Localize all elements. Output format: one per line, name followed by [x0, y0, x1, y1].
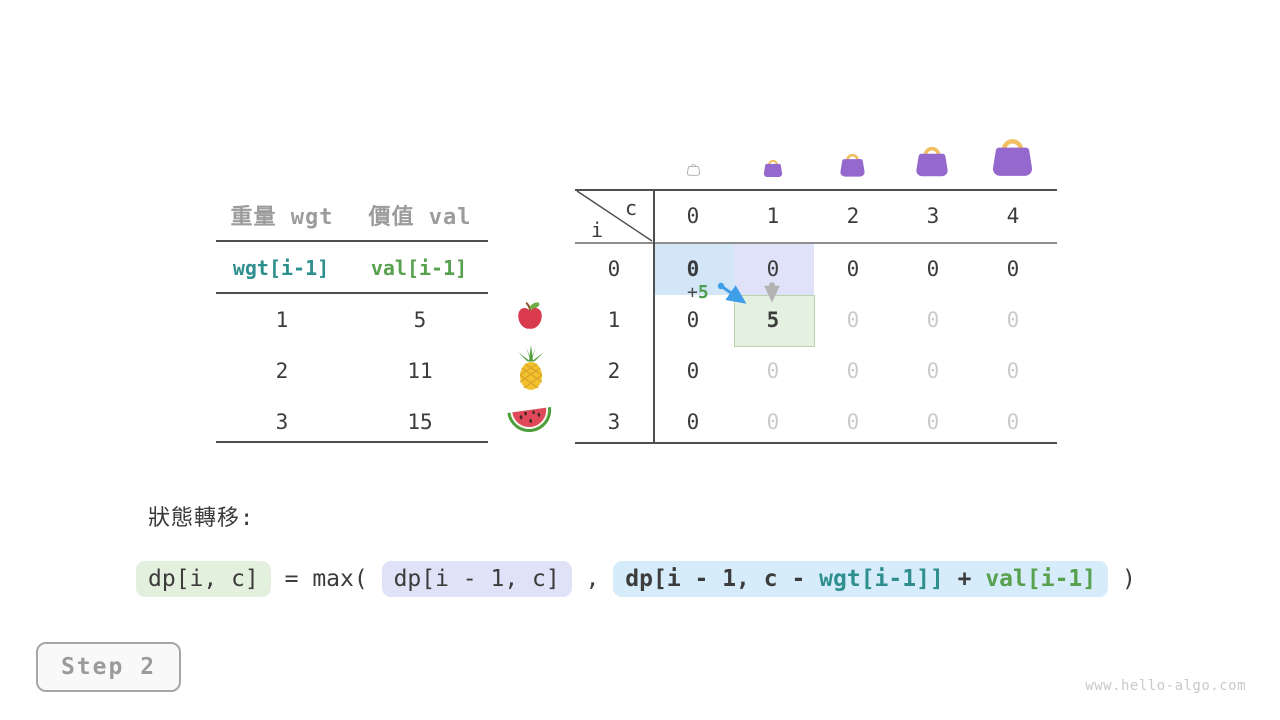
dp-table-rule-top [575, 189, 1057, 191]
dp-cell-0-0: 0 [686, 257, 700, 281]
dp-cell-2-0: 0 [686, 359, 700, 383]
dp-col-header-4: 4 [1006, 204, 1020, 228]
dp-cell-2-3: 0 [926, 359, 940, 383]
left-table-rule-bottom [216, 441, 488, 443]
dp-cell-0-2: 0 [846, 257, 860, 281]
formula-take-wgt: wgt[i-1]] [819, 566, 944, 592]
plus-value-annotation: +5 [687, 283, 709, 303]
formula-lhs: dp[i, c] [136, 561, 271, 597]
corner-row-var: i [591, 218, 604, 242]
dp-table-rule-header [575, 242, 1057, 244]
wgt-subheader: wgt[i-1] [232, 256, 330, 280]
dp-cell-1-1: 5 [766, 308, 780, 332]
added-value: 5 [697, 282, 709, 303]
formula-option-skip: dp[i - 1, c] [381, 561, 572, 597]
dp-row-header-0: 0 [607, 257, 621, 281]
formula-take-val: val[i-1] [985, 566, 1097, 592]
bag-large-icon [914, 146, 950, 178]
dp-table-rule-bottom [575, 442, 1057, 444]
bag-outline-icon [686, 164, 701, 176]
bag-small-icon [762, 159, 784, 178]
plus-sign: + [687, 282, 698, 303]
dp-col-header-3: 3 [926, 204, 940, 228]
dp-col-header-1: 1 [766, 204, 780, 228]
formula-take-plus: + [943, 566, 986, 592]
dp-cell-3-2: 0 [846, 410, 860, 434]
value-column-header: 價值 val [368, 205, 472, 230]
formula-option-take: dp[i - 1, c - wgt[i-1]] + val[i-1] [613, 561, 1109, 597]
dp-cell-0-3: 0 [926, 257, 940, 281]
state-transition-label: 狀態轉移: [148, 506, 255, 531]
item-value-3: 15 [407, 410, 433, 434]
dp-row-header-1: 1 [607, 308, 621, 332]
item-value-2: 11 [407, 359, 433, 383]
dp-cell-1-2: 0 [846, 308, 860, 332]
bag-medium-icon [839, 153, 866, 178]
dp-cell-0-4: 0 [1006, 257, 1020, 281]
val-subheader: val[i-1] [370, 256, 468, 280]
watermark: www.hello-algo.com [1085, 678, 1246, 694]
dp-cell-3-0: 0 [686, 410, 700, 434]
formula-take-prefix: dp[i - 1, c - [625, 566, 820, 592]
dp-cell-3-1: 0 [766, 410, 780, 434]
dp-cell-1-4: 0 [1006, 308, 1020, 332]
dp-cell-1-0: 0 [686, 308, 700, 332]
dp-col-header-2: 2 [846, 204, 860, 228]
item-weight-3: 3 [275, 410, 289, 434]
formula-comma: , [571, 566, 614, 592]
dp-cell-2-1: 0 [766, 359, 780, 383]
dp-cell-0-1: 0 [766, 257, 780, 281]
dp-row-header-3: 3 [607, 410, 621, 434]
bag-xlarge-icon [989, 133, 1036, 178]
dp-cell-2-4: 0 [1006, 359, 1020, 383]
step-badge: Step 2 [36, 642, 181, 692]
dp-col-header-0: 0 [686, 204, 700, 228]
pineapple-icon [518, 345, 544, 390]
dp-formula: dp[i, c] = max( dp[i - 1, c] , dp[i - 1,… [136, 561, 1136, 597]
dp-cell-1-3: 0 [926, 308, 940, 332]
formula-eq-max: = max( [270, 566, 382, 592]
dp-row-header-2: 2 [607, 359, 621, 383]
dp-cell-highlight-current [734, 295, 815, 347]
dp-cell-3-4: 0 [1006, 410, 1020, 434]
left-table-rule-mid [216, 292, 488, 294]
watermelon-icon [507, 406, 552, 433]
item-value-1: 5 [413, 308, 427, 332]
corner-diagonal-line [576, 190, 653, 242]
left-table-rule-top [216, 240, 488, 242]
dp-table-rule-vertical [653, 189, 655, 444]
corner-col-var: c [625, 196, 638, 220]
dp-cell-2-2: 0 [846, 359, 860, 383]
step-badge-label: Step 2 [60, 654, 157, 680]
item-weight-1: 1 [275, 308, 289, 332]
formula-close-paren: ) [1108, 566, 1136, 592]
apple-icon [518, 302, 542, 329]
dp-cell-3-3: 0 [926, 410, 940, 434]
weight-column-header: 重量 wgt [230, 205, 334, 230]
item-weight-2: 2 [275, 359, 289, 383]
